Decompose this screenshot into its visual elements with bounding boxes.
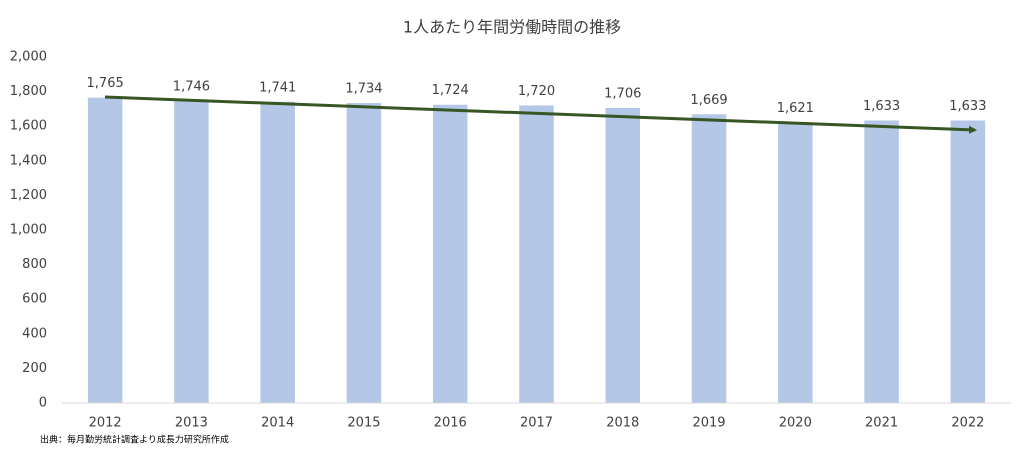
data-label: 1,720 bbox=[518, 84, 555, 99]
x-tick-label: 2019 bbox=[692, 416, 725, 431]
trend-arrow bbox=[104, 95, 977, 134]
data-label: 1,621 bbox=[777, 101, 814, 116]
y-tick-label: 1,200 bbox=[10, 188, 47, 203]
x-tick-label: 2014 bbox=[261, 416, 294, 431]
bar bbox=[691, 114, 727, 403]
bar bbox=[519, 105, 554, 403]
y-tick-label: 0 bbox=[39, 396, 47, 411]
data-label: 1,633 bbox=[949, 99, 986, 114]
data-label: 1,724 bbox=[432, 83, 469, 98]
bar bbox=[260, 101, 295, 403]
y-tick-label: 1,800 bbox=[10, 84, 47, 99]
y-tick-label: 1,400 bbox=[10, 153, 47, 168]
chart-title: 1人あたり年間労働時間の推移 bbox=[403, 18, 621, 37]
bar bbox=[432, 104, 468, 404]
x-tick-label: 2015 bbox=[347, 416, 380, 431]
source-note: 出典：毎月勤労統計調査より成長力研究所作成 bbox=[40, 434, 229, 446]
bar bbox=[174, 100, 209, 403]
data-label: 1,746 bbox=[173, 79, 210, 94]
x-tick-label: 2017 bbox=[520, 416, 553, 431]
bar bbox=[950, 120, 986, 403]
data-label: 1,734 bbox=[345, 82, 382, 97]
bar bbox=[864, 120, 899, 403]
bar bbox=[87, 97, 123, 403]
data-label: 1,765 bbox=[87, 76, 124, 91]
x-tick-label: 2012 bbox=[89, 416, 122, 431]
bar bbox=[605, 107, 641, 403]
x-tick-label: 2021 bbox=[865, 416, 898, 431]
bar bbox=[346, 103, 382, 403]
bar bbox=[778, 122, 813, 403]
data-label: 1,741 bbox=[259, 80, 296, 95]
y-tick-label: 800 bbox=[22, 257, 47, 272]
x-tick-label: 2016 bbox=[434, 416, 467, 431]
data-label: 1,669 bbox=[690, 93, 727, 108]
data-label: 1,633 bbox=[863, 99, 900, 114]
data-label: 1,706 bbox=[604, 86, 641, 101]
x-tick-label: 2013 bbox=[175, 416, 208, 431]
y-tick-label: 2,000 bbox=[10, 50, 47, 65]
y-tick-label: 400 bbox=[22, 326, 47, 341]
x-tick-label: 2018 bbox=[606, 416, 639, 431]
y-tick-label: 200 bbox=[22, 361, 47, 376]
y-tick-label: 1,600 bbox=[10, 119, 47, 134]
x-tick-label: 2020 bbox=[779, 416, 812, 431]
y-tick-label: 600 bbox=[22, 292, 47, 307]
y-tick-label: 1,000 bbox=[10, 223, 47, 238]
x-tick-label: 2022 bbox=[951, 416, 984, 431]
